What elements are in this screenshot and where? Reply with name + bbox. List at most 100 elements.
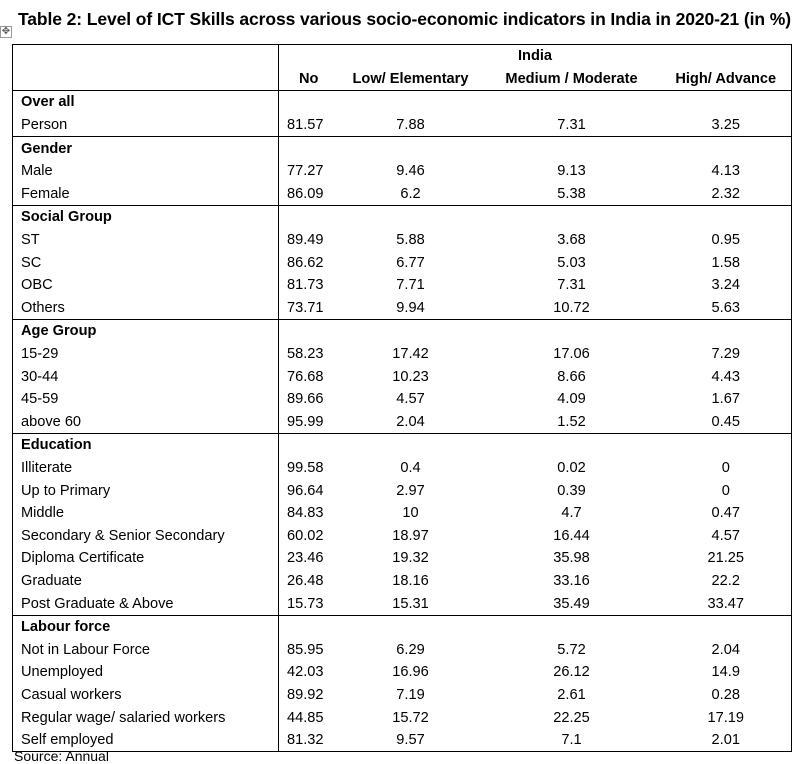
value-cell: 8.66 bbox=[557, 368, 586, 385]
value-cell: 2.97 bbox=[396, 482, 425, 499]
value-cell: 89.49 bbox=[278, 228, 339, 252]
value-cell: 42.03 bbox=[278, 661, 339, 684]
value-cell: 77.27 bbox=[278, 159, 339, 183]
table-row: 30-44 76.68 10.23 8.66 4.43 bbox=[12, 365, 792, 388]
section-label: Labour force bbox=[12, 614, 279, 639]
table-row: Up to Primary 96.64 2.97 0.39 0 bbox=[12, 479, 792, 502]
table-row: Secondary & Senior Secondary 60.02 18.97 16… bbox=[12, 524, 792, 548]
value-cell: 58.23 bbox=[278, 342, 339, 366]
table-row: Not in Labour Force 85.95 6.29 5.72 2.04 bbox=[12, 638, 792, 662]
value-cell: 5.38 bbox=[557, 185, 586, 202]
section-header-row: Gender bbox=[12, 136, 792, 160]
row-label: Others bbox=[12, 296, 279, 320]
value-cell: 35.98 bbox=[553, 550, 590, 567]
value-cell: 17.19 bbox=[660, 706, 792, 729]
value-cell: 4.7 bbox=[561, 505, 582, 522]
value-cell: 0.45 bbox=[660, 410, 792, 434]
value-cell: 86.09 bbox=[278, 182, 339, 206]
row-label: Not in Labour Force bbox=[12, 638, 279, 662]
value-cell: 85.95 bbox=[278, 638, 339, 662]
table-row: Casual workers 89.92 7.19 2.61 0.28 bbox=[12, 683, 792, 707]
value-cell: 22.2 bbox=[660, 569, 792, 593]
table-row: Graduate 26.48 18.16 33.16 22.2 bbox=[12, 569, 792, 593]
column-header-high: High/ Advance bbox=[660, 67, 792, 92]
value-cell: 33.16 bbox=[553, 572, 590, 589]
value-cell: 73.71 bbox=[278, 296, 339, 320]
table-row: SC 86.62 6.77 5.03 1.58 bbox=[12, 251, 792, 274]
section-label: Gender bbox=[12, 136, 279, 160]
value-cell: 99.58 bbox=[278, 456, 339, 480]
section-header-row: Over all bbox=[12, 90, 792, 114]
header-row-group: India bbox=[12, 43, 792, 68]
row-label: Diploma Certificate bbox=[12, 547, 279, 570]
value-cell: 76.68 bbox=[278, 365, 339, 388]
value-cell: 1.67 bbox=[660, 387, 792, 411]
value-cell: 0.4 bbox=[400, 459, 421, 476]
row-label: Up to Primary bbox=[12, 479, 279, 502]
value-cell: 0.28 bbox=[660, 683, 792, 707]
value-cell: 0.39 bbox=[557, 482, 586, 499]
value-cell: 89.66 bbox=[278, 387, 339, 411]
table-row: Diploma Certificate 23.46 19.32 35.98 21.25 bbox=[12, 547, 792, 570]
table-row: 45-59 89.66 4.57 4.09 1.67 bbox=[12, 387, 792, 411]
row-label: 30-44 bbox=[12, 365, 279, 388]
value-cell: 7.31 bbox=[557, 277, 586, 294]
row-label: Self employed bbox=[12, 728, 279, 753]
section-header-row: Education bbox=[12, 433, 792, 457]
header-blank-cell bbox=[12, 43, 279, 68]
value-cell: 86.62 bbox=[278, 251, 339, 274]
value-cell: 95.99 bbox=[278, 410, 339, 434]
table-move-handle-icon[interactable]: ✥ bbox=[0, 26, 12, 38]
value-cell: 9.46 bbox=[396, 163, 425, 180]
row-label: Person bbox=[12, 113, 279, 137]
header-blank-cell bbox=[12, 67, 279, 92]
table-row: ST 89.49 5.88 3.68 0.95 bbox=[12, 228, 792, 252]
table-row: Middle 84.83 10 4.7 0.47 bbox=[12, 501, 792, 525]
ict-skills-table: India No Low/ Elementary Medium / Modera… bbox=[12, 43, 792, 753]
value-cell: 15.31 bbox=[392, 595, 429, 612]
value-cell: 18.97 bbox=[392, 527, 429, 544]
source-note: Source: Annual bbox=[14, 748, 109, 764]
table-row: Male 77.27 9.46 9.13 4.13 bbox=[12, 159, 792, 183]
section-label: Social Group bbox=[12, 205, 279, 229]
value-cell: 10 bbox=[402, 505, 419, 522]
row-label: above 60 bbox=[12, 410, 279, 434]
section-header-row: Labour force bbox=[12, 614, 792, 639]
row-label: 45-59 bbox=[12, 387, 279, 411]
section-label: Age Group bbox=[12, 319, 279, 343]
value-cell: 10.72 bbox=[553, 299, 590, 316]
value-cell: 9.94 bbox=[396, 299, 425, 316]
value-cell: 15.72 bbox=[392, 709, 429, 726]
section-label: Over all bbox=[12, 90, 279, 114]
header-group-india: India bbox=[278, 43, 792, 68]
value-cell: 0.02 bbox=[557, 459, 586, 476]
value-cell: 6.2 bbox=[400, 185, 421, 202]
row-label: Middle bbox=[12, 501, 279, 525]
table-row: above 60 95.99 2.04 1.52 0.45 bbox=[12, 410, 792, 434]
table-row: Illiterate 99.58 0.4 0.02 0 bbox=[12, 456, 792, 480]
value-cell: 7.71 bbox=[396, 277, 425, 294]
value-cell: 81.57 bbox=[278, 113, 339, 137]
value-cell: 84.83 bbox=[278, 501, 339, 525]
value-cell: 14.9 bbox=[660, 661, 792, 684]
section-blank-cell bbox=[278, 205, 792, 229]
section-header-row: Social Group bbox=[12, 205, 792, 229]
section-header-row: Age Group bbox=[12, 319, 792, 343]
row-label: Graduate bbox=[12, 569, 279, 593]
value-cell: 3.24 bbox=[660, 273, 792, 297]
value-cell: 22.25 bbox=[553, 709, 590, 726]
value-cell: 21.25 bbox=[660, 547, 792, 570]
row-label: Unemployed bbox=[12, 661, 279, 684]
value-cell: 15.73 bbox=[278, 592, 339, 616]
value-cell: 7.29 bbox=[660, 342, 792, 366]
section-blank-cell bbox=[278, 90, 792, 114]
value-cell: 9.57 bbox=[338, 728, 483, 753]
value-cell: 33.47 bbox=[660, 592, 792, 616]
value-cell: 5.72 bbox=[557, 641, 586, 658]
table-row: Person 81.57 7.88 7.31 3.25 bbox=[12, 113, 792, 137]
value-cell: 2.01 bbox=[660, 728, 792, 753]
value-cell: 1.58 bbox=[660, 251, 792, 274]
value-cell: 2.61 bbox=[557, 686, 586, 703]
row-label: Casual workers bbox=[12, 683, 279, 707]
value-cell: 0 bbox=[660, 479, 792, 502]
